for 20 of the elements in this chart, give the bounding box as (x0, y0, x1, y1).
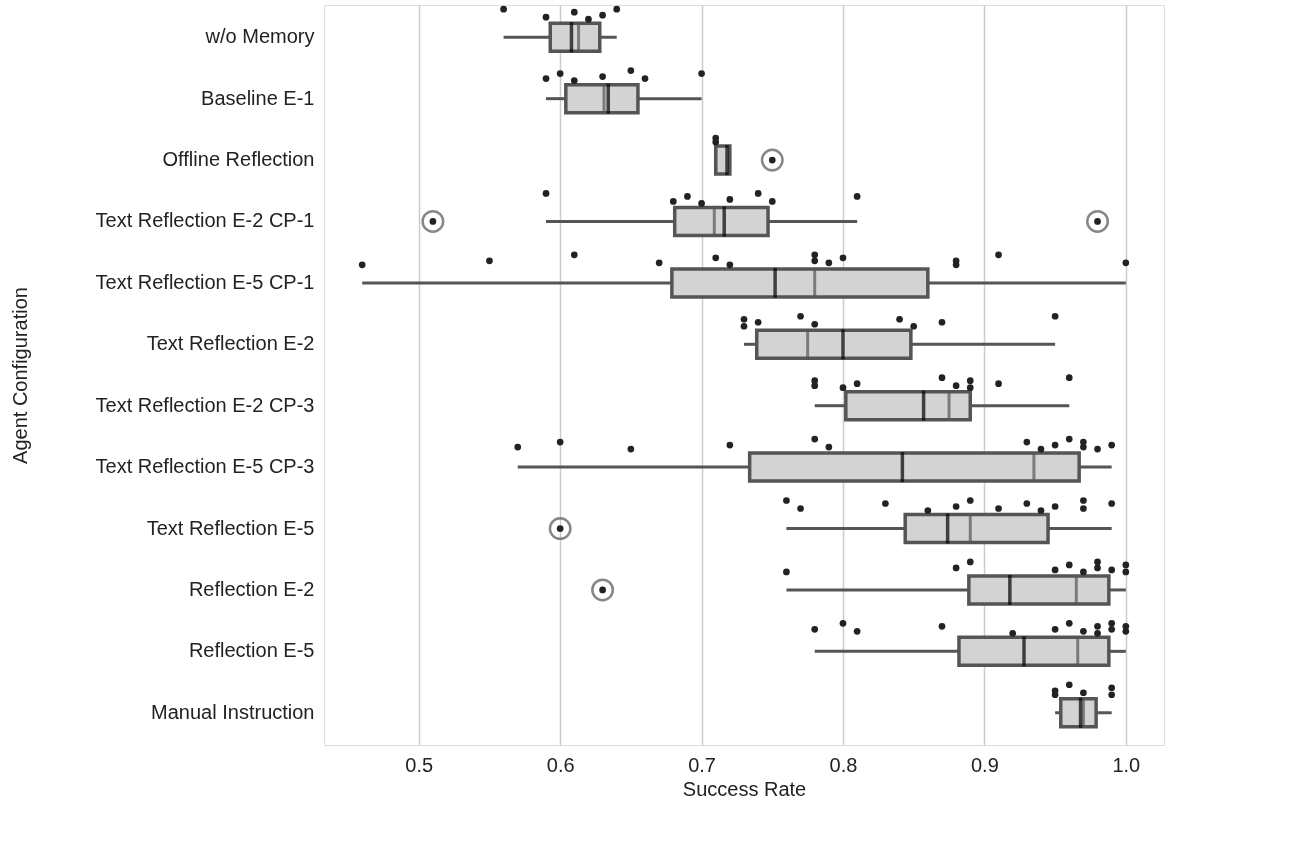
x-tick-label: 0.7 (688, 753, 716, 776)
x-tick-label: 1.0 (1112, 753, 1141, 776)
y-tick-label: Reflection E-2 (188, 577, 315, 600)
y-tick-label: Offline Reflection (162, 148, 315, 171)
x-tick-label: 0.6 (546, 753, 575, 776)
x-axis-title: Success Rate (682, 777, 807, 800)
y-tick-label: Text Reflection E-5 (146, 516, 315, 539)
y-tick-label: Manual Instruction (151, 700, 315, 723)
x-tick-label: 0.9 (971, 753, 999, 776)
y-tick-label: Text Reflection E-5 CP-3 (95, 455, 315, 478)
y-tick-label: Reflection E-5 (188, 639, 315, 662)
y-axis-title: Agent Configuration (8, 287, 31, 464)
y-tick-label: Baseline E-1 (201, 86, 315, 109)
y-tick-label: Text Reflection E-2 CP-3 (95, 393, 315, 416)
y-tick-label: Text Reflection E-2 (146, 332, 315, 355)
x-tick-label: 0.8 (829, 753, 858, 776)
y-tick-label: w/o Memory (204, 25, 315, 48)
y-tick-label: Text Reflection E-2 CP-1 (95, 209, 315, 232)
x-tick-label: 0.5 (405, 753, 434, 776)
y-tick-label: Text Reflection E-5 CP-1 (95, 270, 315, 293)
